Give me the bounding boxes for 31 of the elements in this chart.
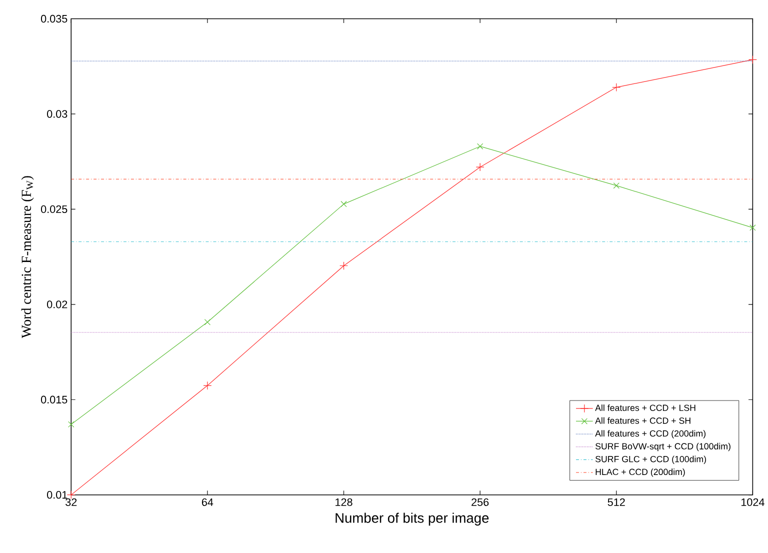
point [68,421,74,428]
legend-label: HLAC + CCD (200dim) [596,468,685,477]
x-tick-label: 32 [66,498,77,506]
y-tick-label: 0.02 [47,300,68,308]
y-tick-label: 0.03 [47,110,68,118]
point [748,55,757,64]
point [476,143,484,150]
y-tick-label: 0.015 [40,396,68,404]
x-tick-label: 128 [336,498,352,506]
point [340,200,347,208]
x-tick-label: 64 [202,498,214,506]
point [612,83,621,92]
point [204,318,211,326]
point [613,182,620,189]
y-tick-label: 0.025 [40,205,68,213]
y-tick-label: 0.035 [40,14,68,23]
legend-label: All features + CCD + SH [595,417,690,424]
point [340,261,348,270]
point [203,381,212,390]
point [750,224,756,231]
legend-label: SURF GLC + CCD (100dim) [595,456,706,464]
legend-label: All features + CCD (200dim) [595,430,706,438]
x-tick-label: 1024 [741,498,764,506]
x-tick-label: 512 [608,498,625,506]
y-axis-title: Word centric F-measure (F$_{W}$) [21,176,34,338]
x-axis-title: Number of bits per image [336,512,489,526]
legend-label: All features + CCD + LSH [595,404,696,411]
legend-label: SURF BoVW-sqrt + CCD (100dim) [595,442,730,452]
x-tick-label: 256 [472,498,489,506]
point [476,162,484,172]
y-tick-label: 0.01 [47,490,68,499]
